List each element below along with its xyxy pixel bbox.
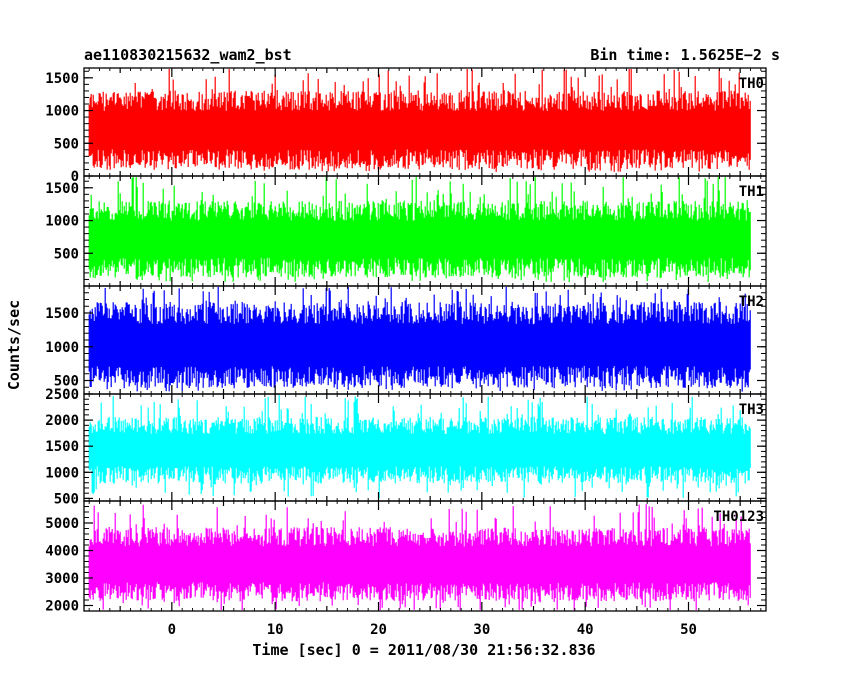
y-axis-label: Counts/sec <box>5 300 23 390</box>
y-tick-label: 1500 <box>45 306 79 322</box>
y-tick-label: 500 <box>54 491 79 507</box>
x-tick-label: 20 <box>370 622 387 638</box>
band-label-th3: TH3 <box>739 402 764 418</box>
y-tick-label: 0 <box>71 169 79 185</box>
panel-th0: 0 500 1000 1500 TH0 <box>45 67 767 185</box>
series-th1 <box>88 177 751 283</box>
x-tick-label: 40 <box>577 622 594 638</box>
series-th2 <box>88 287 751 392</box>
panel-th0123: 2000 3000 4000 5000 TH0123 <box>45 500 767 615</box>
y-tick-label: 5000 <box>45 516 79 532</box>
y-tick-label: 1500 <box>45 71 79 87</box>
y-tick-label: 2000 <box>45 599 79 615</box>
y-tick-label: 1000 <box>45 104 79 120</box>
y-tick-label: 500 <box>54 246 79 262</box>
y-tick-label: 2000 <box>45 413 79 429</box>
y-tick-label: 4000 <box>45 544 79 560</box>
y-tick-label: 1500 <box>45 181 79 197</box>
series-th0 <box>88 69 751 172</box>
y-tick-label: 1500 <box>45 439 79 455</box>
panel-th1: 500 1000 1500 TH1 <box>45 175 767 287</box>
band-label-th1: TH1 <box>739 184 764 200</box>
x-tick-labels: 0 10 20 30 40 50 <box>168 622 697 638</box>
series-th0123 <box>88 504 751 610</box>
panels-group: 0 500 1000 1500 TH0 500 1000 1500 TH1 500 1000 1500… <box>45 67 767 615</box>
band-label-th0: TH0 <box>739 76 764 92</box>
chart-title: ae110830215632_wam2_bst <box>84 46 292 64</box>
x-tick-label: 10 <box>267 622 284 638</box>
y-tick-label: 1000 <box>45 340 79 356</box>
x-tick-label: 50 <box>680 622 697 638</box>
panel-th3: 500 1000 1500 2000 2500 TH3 <box>45 387 767 507</box>
band-label-th0123: TH0123 <box>713 509 764 525</box>
x-tick-label: 0 <box>168 622 176 638</box>
x-tick-label: 30 <box>473 622 490 638</box>
y-tick-label: 500 <box>54 136 79 152</box>
x-axis-label: Time [sec] 0 = 2011/08/30 21:56:32.836 <box>252 641 595 659</box>
y-tick-label: 1000 <box>45 465 79 481</box>
y-tick-label: 500 <box>54 374 79 390</box>
band-label-th2: TH2 <box>739 294 764 310</box>
y-tick-label: 3000 <box>45 571 79 587</box>
panel-th2: 500 1000 1500 TH2 <box>45 285 767 395</box>
y-tick-label: 1000 <box>45 214 79 230</box>
y-tick-label: 2500 <box>45 387 79 403</box>
series-th3 <box>88 395 751 499</box>
bin-time-label: Bin time: 1.5625E−2 s <box>590 46 780 64</box>
